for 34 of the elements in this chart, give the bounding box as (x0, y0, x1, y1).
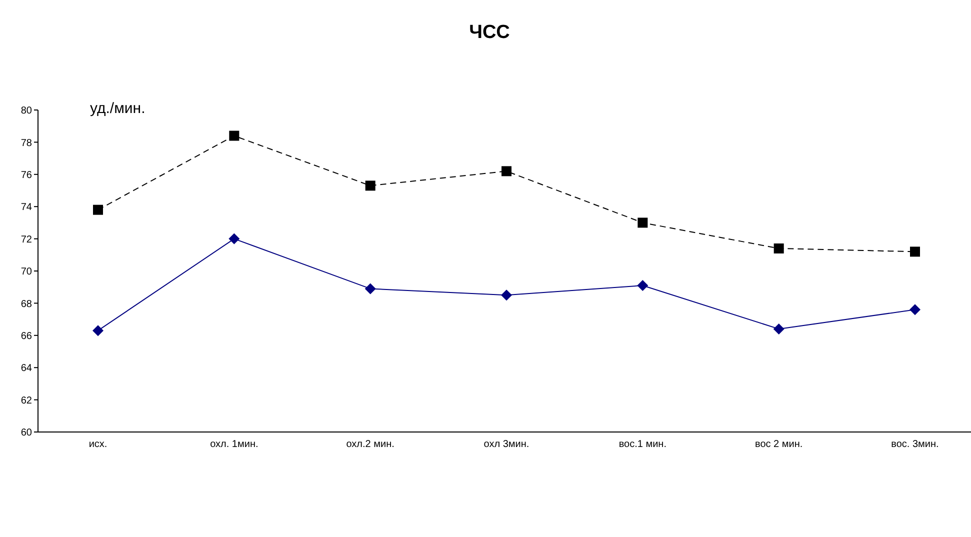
point (910, 246, 920, 257)
y-tick-label: 70 (20, 266, 32, 278)
y-tick-label: 74 (20, 202, 32, 214)
point (910, 304, 920, 316)
point (229, 130, 240, 141)
point (502, 166, 512, 176)
x-tick-label: охл.2 мин. (346, 439, 394, 450)
y-tick-label: 72 (20, 234, 32, 246)
point (501, 290, 512, 301)
y-tick-label: 64 (20, 363, 32, 374)
point (364, 283, 376, 294)
chart-title: ЧСС (468, 22, 511, 44)
x-tick-label: вос 2 мин. (755, 439, 803, 450)
y-tick-label: 78 (20, 138, 32, 149)
y-tick-label: 80 (20, 106, 32, 117)
y-axis-title: уд./мин. (90, 100, 146, 117)
point (93, 204, 103, 215)
y-tick-label: 60 (20, 428, 32, 439)
point (92, 325, 104, 336)
x-tick-label: охл 3мин. (484, 439, 530, 450)
point (637, 280, 648, 291)
y-tick-label: 62 (20, 395, 32, 406)
point (774, 243, 784, 254)
y-tick-label: 76 (20, 170, 32, 181)
y-tick-label: 66 (20, 330, 32, 342)
x-tick-label: вос.1 мин. (618, 439, 666, 450)
point (228, 233, 240, 244)
point (638, 218, 648, 228)
x-tick-label: исх. (88, 439, 108, 450)
y-tick-label: 68 (20, 298, 32, 310)
x-tick-label: вос. 3мин. (891, 439, 939, 450)
point (365, 180, 376, 191)
point (773, 323, 784, 334)
x-tick-label: охл. 1мин. (210, 439, 258, 450)
